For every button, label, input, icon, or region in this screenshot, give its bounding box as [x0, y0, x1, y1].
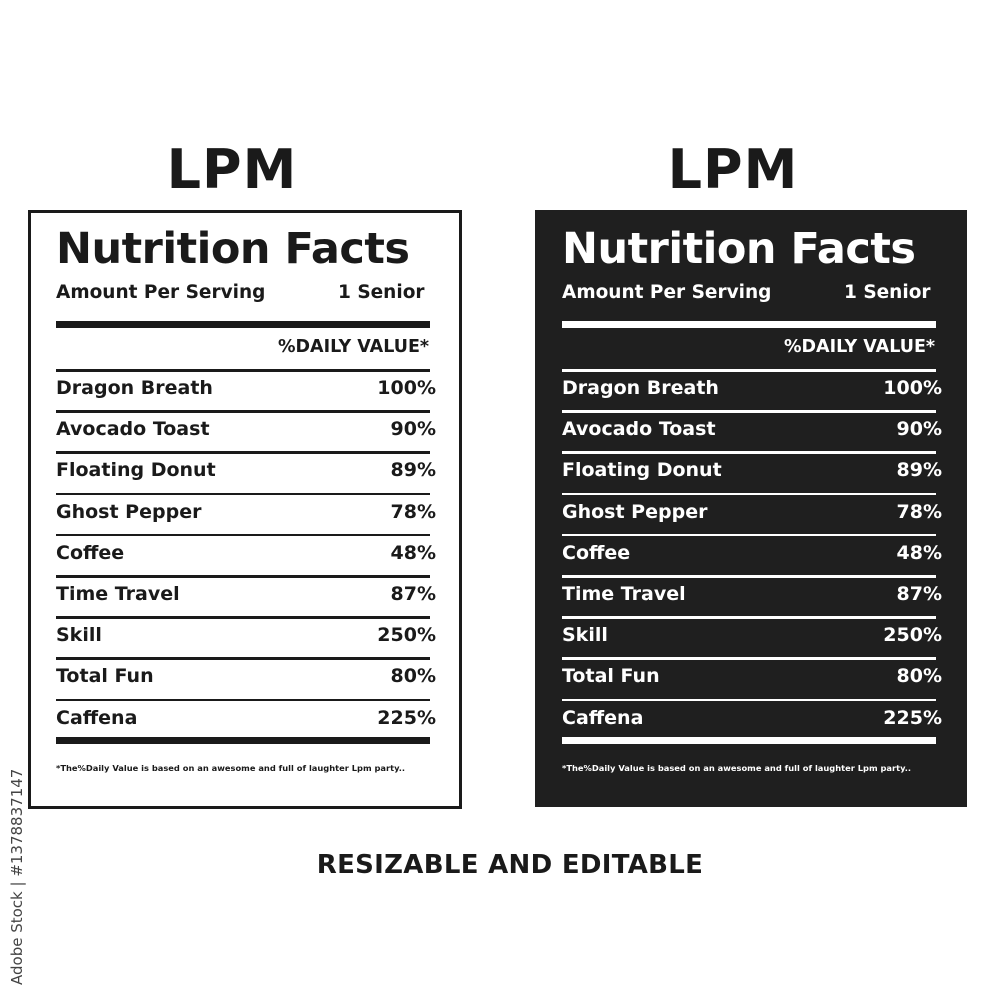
nutrient-name: Avocado Toast: [562, 418, 716, 441]
nutrient-percent: 89%: [896, 459, 942, 482]
nutrient-percent: 87%: [390, 583, 436, 605]
thin-divider: [562, 451, 936, 454]
footnote: *The%Daily Value is based on an awesome …: [562, 763, 912, 773]
thick-divider: [562, 321, 936, 328]
nutrient-name: Time Travel: [56, 583, 180, 605]
nutrient-row: Avocado Toast 90%: [562, 410, 942, 451]
thin-divider: [562, 410, 936, 413]
nutrient-percent: 80%: [896, 665, 942, 688]
daily-value-header: %DAILY VALUE*: [278, 337, 430, 357]
thin-divider: [562, 575, 936, 578]
nutrient-name: Floating Donut: [562, 459, 722, 482]
stock-watermark-id: Adobe Stock | #1378837147: [8, 768, 26, 985]
nutrient-name: Time Travel: [562, 583, 686, 605]
daily-value-header: %DAILY VALUE*: [784, 337, 936, 357]
nutrition-facts-title: Nutrition Facts: [562, 224, 916, 274]
thin-divider: [56, 492, 430, 496]
nutrient-name: Skill: [562, 624, 608, 647]
thin-divider: [56, 369, 430, 372]
nutrient-percent: 100%: [377, 377, 436, 399]
nutrient-name: Caffena: [56, 706, 138, 729]
nutrient-name: Caffena: [562, 706, 644, 729]
nutrient-name: Ghost Pepper: [562, 500, 708, 523]
nutrient-name: Dragon Breath: [562, 377, 719, 399]
brand-title-dark: LPM: [667, 138, 799, 201]
nutrient-percent: 225%: [883, 706, 942, 729]
thick-divider: [562, 737, 936, 744]
nutrient-row: Ghost Pepper 78%: [56, 493, 436, 534]
thin-divider: [562, 533, 936, 537]
nutrient-percent: 48%: [896, 541, 942, 564]
nutrient-row: Caffena 225%: [562, 699, 942, 740]
thin-divider: [56, 575, 430, 578]
nutrient-row: Total Fun 80%: [56, 657, 436, 698]
serving-value: 1 Senior: [844, 282, 931, 303]
nutrient-row: Avocado Toast 90%: [56, 410, 436, 451]
thin-divider: [562, 369, 936, 372]
serving-value: 1 Senior: [338, 282, 425, 303]
nutrient-name: Dragon Breath: [56, 377, 213, 399]
nutrient-percent: 48%: [390, 541, 436, 564]
nutrient-name: Coffee: [562, 541, 631, 564]
thick-divider: [56, 737, 430, 744]
nutrient-row: Total Fun 80%: [562, 657, 942, 698]
nutrient-row: Floating Donut 89%: [56, 451, 436, 492]
nutrient-name: Ghost Pepper: [56, 500, 202, 523]
thin-divider: [56, 410, 430, 413]
nutrient-percent: 250%: [377, 624, 436, 647]
nutrient-percent: 90%: [896, 418, 942, 441]
footnote: *The%Daily Value is based on an awesome …: [56, 763, 406, 773]
nutrient-row: Caffena 225%: [56, 699, 436, 740]
nutrient-row: Dragon Breath 100%: [562, 369, 942, 410]
nutrient-row: Ghost Pepper 78%: [562, 493, 942, 534]
tagline: RESIZABLE AND EDITABLE: [316, 850, 704, 880]
nutrient-percent: 89%: [390, 459, 436, 482]
nutrient-row: Skill 250%: [56, 616, 436, 657]
thin-divider: [562, 616, 936, 619]
nutrient-name: Avocado Toast: [56, 418, 210, 441]
thin-divider: [562, 657, 936, 660]
serving-label: Amount Per Serving: [56, 282, 266, 303]
nutrient-percent: 78%: [896, 500, 942, 523]
nutrient-percent: 100%: [883, 377, 942, 399]
serving-label: Amount Per Serving: [562, 282, 772, 303]
nutrient-row: Time Travel 87%: [56, 575, 436, 616]
nutrient-name: Coffee: [56, 541, 125, 564]
nutrient-row: Coffee 48%: [56, 534, 436, 575]
brand-title-light: LPM: [166, 138, 298, 201]
nutrient-percent: 78%: [390, 500, 436, 523]
thin-divider: [56, 698, 430, 702]
nutrient-name: Skill: [56, 624, 102, 647]
nutrition-label-dark: Nutrition Facts Amount Per Serving 1 Senio…: [535, 210, 967, 807]
nutrient-percent: 87%: [896, 583, 942, 605]
thin-divider: [56, 657, 430, 660]
nutrient-name: Total Fun: [562, 665, 660, 688]
nutrition-label-light: Nutrition Facts Amount Per Serving 1 Senio…: [28, 210, 462, 809]
thin-divider: [56, 616, 430, 619]
thin-divider: [562, 698, 936, 702]
thin-divider: [56, 451, 430, 454]
nutrient-row: Time Travel 87%: [562, 575, 942, 616]
nutrient-row: Floating Donut 89%: [562, 451, 942, 492]
nutrient-percent: 225%: [377, 706, 436, 729]
nutrient-percent: 80%: [390, 665, 436, 688]
thin-divider: [56, 533, 430, 537]
nutrition-facts-title: Nutrition Facts: [56, 224, 410, 274]
nutrient-name: Floating Donut: [56, 459, 216, 482]
nutrient-percent: 90%: [390, 418, 436, 441]
thin-divider: [562, 492, 936, 496]
nutrient-row: Coffee 48%: [562, 534, 942, 575]
nutrient-name: Total Fun: [56, 665, 154, 688]
nutrient-row: Skill 250%: [562, 616, 942, 657]
thick-divider: [56, 321, 430, 328]
nutrient-percent: 250%: [883, 624, 942, 647]
nutrient-row: Dragon Breath 100%: [56, 369, 436, 410]
